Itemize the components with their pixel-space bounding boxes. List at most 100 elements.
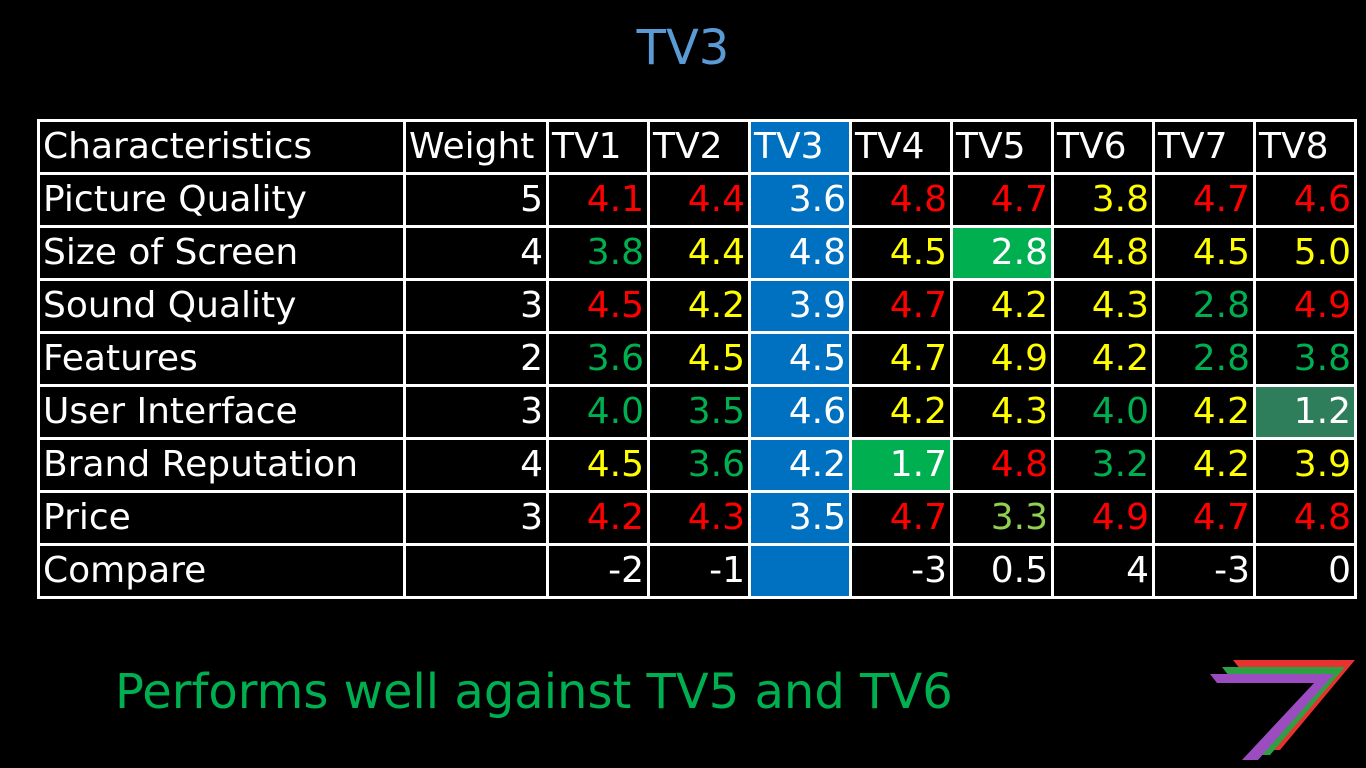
score-cell: 4.5 xyxy=(546,437,650,493)
compare-cell: -3 xyxy=(849,543,953,599)
row-price: Price 3 4.2 4.3 3.5 4.7 3.3 4.9 4.7 4.8 xyxy=(37,490,1357,546)
row-label: Compare xyxy=(37,543,406,599)
score-cell: 4.4 xyxy=(647,172,751,228)
score-cell: 4.9 xyxy=(950,331,1054,387)
score-cell-selected: 4.2 xyxy=(748,437,852,493)
score-cell-highlighted: 1.2 xyxy=(1253,384,1357,440)
score-cell-selected: 4.6 xyxy=(748,384,852,440)
score-cell: 4.3 xyxy=(950,384,1054,440)
score-cell: 3.6 xyxy=(546,331,650,387)
score-cell: 4.5 xyxy=(546,278,650,334)
score-cell-selected: 3.6 xyxy=(748,172,852,228)
score-cell: 4.3 xyxy=(647,490,751,546)
score-cell: 4.5 xyxy=(849,225,953,281)
compare-cell: -1 xyxy=(647,543,751,599)
row-brand-reputation: Brand Reputation 4 4.5 3.6 4.2 1.7 4.8 3… xyxy=(37,437,1357,493)
row-label: Features xyxy=(37,331,406,387)
score-cell: 4.6 xyxy=(1253,172,1357,228)
compare-cell: -2 xyxy=(546,543,650,599)
score-cell: 3.3 xyxy=(950,490,1054,546)
header-characteristics: Characteristics xyxy=(37,119,406,175)
score-cell: 4.2 xyxy=(849,384,953,440)
header-tv4: TV4 xyxy=(849,119,953,175)
header-tv3: TV3 xyxy=(748,119,852,175)
row-weight: 5 xyxy=(403,172,549,228)
score-cell: 4.5 xyxy=(647,331,751,387)
row-weight: 3 xyxy=(403,384,549,440)
score-cell-selected: 4.5 xyxy=(748,331,852,387)
row-label: Price xyxy=(37,490,406,546)
score-cell: 5.0 xyxy=(1253,225,1357,281)
score-cell: 4.7 xyxy=(849,490,953,546)
score-cell: 3.2 xyxy=(1051,437,1155,493)
score-cell: 4.7 xyxy=(1152,490,1256,546)
compare-cell-selected xyxy=(748,543,852,599)
score-cell: 4.2 xyxy=(546,490,650,546)
row-label: Brand Reputation xyxy=(37,437,406,493)
row-label: Picture Quality xyxy=(37,172,406,228)
header-row: Characteristics Weight TV1 TV2 TV3 TV4 T… xyxy=(37,119,1357,175)
score-cell: 4.7 xyxy=(950,172,1054,228)
row-size-of-screen: Size of Screen 4 3.8 4.4 4.8 4.5 2.8 4.8… xyxy=(37,225,1357,281)
score-cell: 4.7 xyxy=(849,278,953,334)
score-cell: 4.5 xyxy=(1152,225,1256,281)
score-cell: 3.8 xyxy=(1253,331,1357,387)
header-weight: Weight xyxy=(403,119,549,175)
row-weight xyxy=(403,543,549,599)
score-cell: 4.8 xyxy=(950,437,1054,493)
footer-conclusion: Performs well against TV5 and TV6 xyxy=(115,664,953,720)
row-label: Size of Screen xyxy=(37,225,406,281)
compare-cell: 0.5 xyxy=(950,543,1054,599)
score-cell: 4.9 xyxy=(1253,278,1357,334)
score-cell: 4.0 xyxy=(1051,384,1155,440)
row-label: User Interface xyxy=(37,384,406,440)
score-cell: 4.7 xyxy=(849,331,953,387)
row-label: Sound Quality xyxy=(37,278,406,334)
logo-stripe-purple xyxy=(1210,674,1334,760)
stacked-seven-logo xyxy=(1210,660,1355,760)
score-cell: 4.9 xyxy=(1051,490,1155,546)
score-cell: 4.8 xyxy=(1051,225,1155,281)
score-cell-selected: 3.9 xyxy=(748,278,852,334)
compare-cell: 0 xyxy=(1253,543,1357,599)
score-cell: 4.2 xyxy=(1152,384,1256,440)
score-cell-selected: 4.8 xyxy=(748,225,852,281)
header-tv5: TV5 xyxy=(950,119,1054,175)
row-user-interface: User Interface 3 4.0 3.5 4.6 4.2 4.3 4.0… xyxy=(37,384,1357,440)
score-cell: 2.8 xyxy=(1152,331,1256,387)
score-cell: 2.8 xyxy=(1152,278,1256,334)
header-tv2: TV2 xyxy=(647,119,751,175)
row-picture-quality: Picture Quality 5 4.1 4.4 3.6 4.8 4.7 3.… xyxy=(37,172,1357,228)
score-cell-highlighted: 1.7 xyxy=(849,437,953,493)
compare-cell: -3 xyxy=(1152,543,1256,599)
score-cell: 3.5 xyxy=(647,384,751,440)
row-weight: 3 xyxy=(403,490,549,546)
header-tv1: TV1 xyxy=(546,119,650,175)
row-weight: 4 xyxy=(403,437,549,493)
slide-title: TV3 xyxy=(636,20,730,76)
score-cell: 4.8 xyxy=(849,172,953,228)
score-cell: 4.8 xyxy=(1253,490,1357,546)
compare-cell: 4 xyxy=(1051,543,1155,599)
score-cell: 3.9 xyxy=(1253,437,1357,493)
score-cell: 4.2 xyxy=(647,278,751,334)
score-cell: 4.1 xyxy=(546,172,650,228)
score-cell: 4.2 xyxy=(1051,331,1155,387)
comparison-table: Characteristics Weight TV1 TV2 TV3 TV4 T… xyxy=(37,119,1357,599)
row-features: Features 2 3.6 4.5 4.5 4.7 4.9 4.2 2.8 3… xyxy=(37,331,1357,387)
score-cell: 4.7 xyxy=(1152,172,1256,228)
row-weight: 2 xyxy=(403,331,549,387)
row-weight: 3 xyxy=(403,278,549,334)
row-sound-quality: Sound Quality 3 4.5 4.2 3.9 4.7 4.2 4.3 … xyxy=(37,278,1357,334)
score-cell: 4.3 xyxy=(1051,278,1155,334)
score-cell-highlighted: 2.8 xyxy=(950,225,1054,281)
score-cell: 4.2 xyxy=(950,278,1054,334)
row-compare: Compare -2 -1 -3 0.5 4 -3 0 xyxy=(37,543,1357,599)
score-cell: 3.8 xyxy=(1051,172,1155,228)
score-cell: 3.8 xyxy=(546,225,650,281)
score-cell: 4.0 xyxy=(546,384,650,440)
header-tv6: TV6 xyxy=(1051,119,1155,175)
score-cell-selected: 3.5 xyxy=(748,490,852,546)
header-tv8: TV8 xyxy=(1253,119,1357,175)
header-tv7: TV7 xyxy=(1152,119,1256,175)
